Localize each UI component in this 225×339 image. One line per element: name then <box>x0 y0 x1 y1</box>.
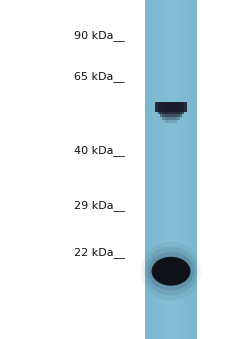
Bar <box>160 102 182 117</box>
Ellipse shape <box>152 257 190 285</box>
Text: 40 kDa__: 40 kDa__ <box>74 145 125 156</box>
Bar <box>155 102 187 112</box>
Bar <box>165 102 177 123</box>
Text: 65 kDa__: 65 kDa__ <box>74 71 125 82</box>
Ellipse shape <box>141 242 201 301</box>
Text: 90 kDa__: 90 kDa__ <box>74 30 125 41</box>
Ellipse shape <box>148 252 194 291</box>
Text: 29 kDa__: 29 kDa__ <box>74 200 125 211</box>
Ellipse shape <box>152 257 190 285</box>
Text: 22 kDa__: 22 kDa__ <box>74 247 125 258</box>
Bar <box>158 102 184 114</box>
Ellipse shape <box>145 247 197 296</box>
Bar <box>162 102 180 120</box>
